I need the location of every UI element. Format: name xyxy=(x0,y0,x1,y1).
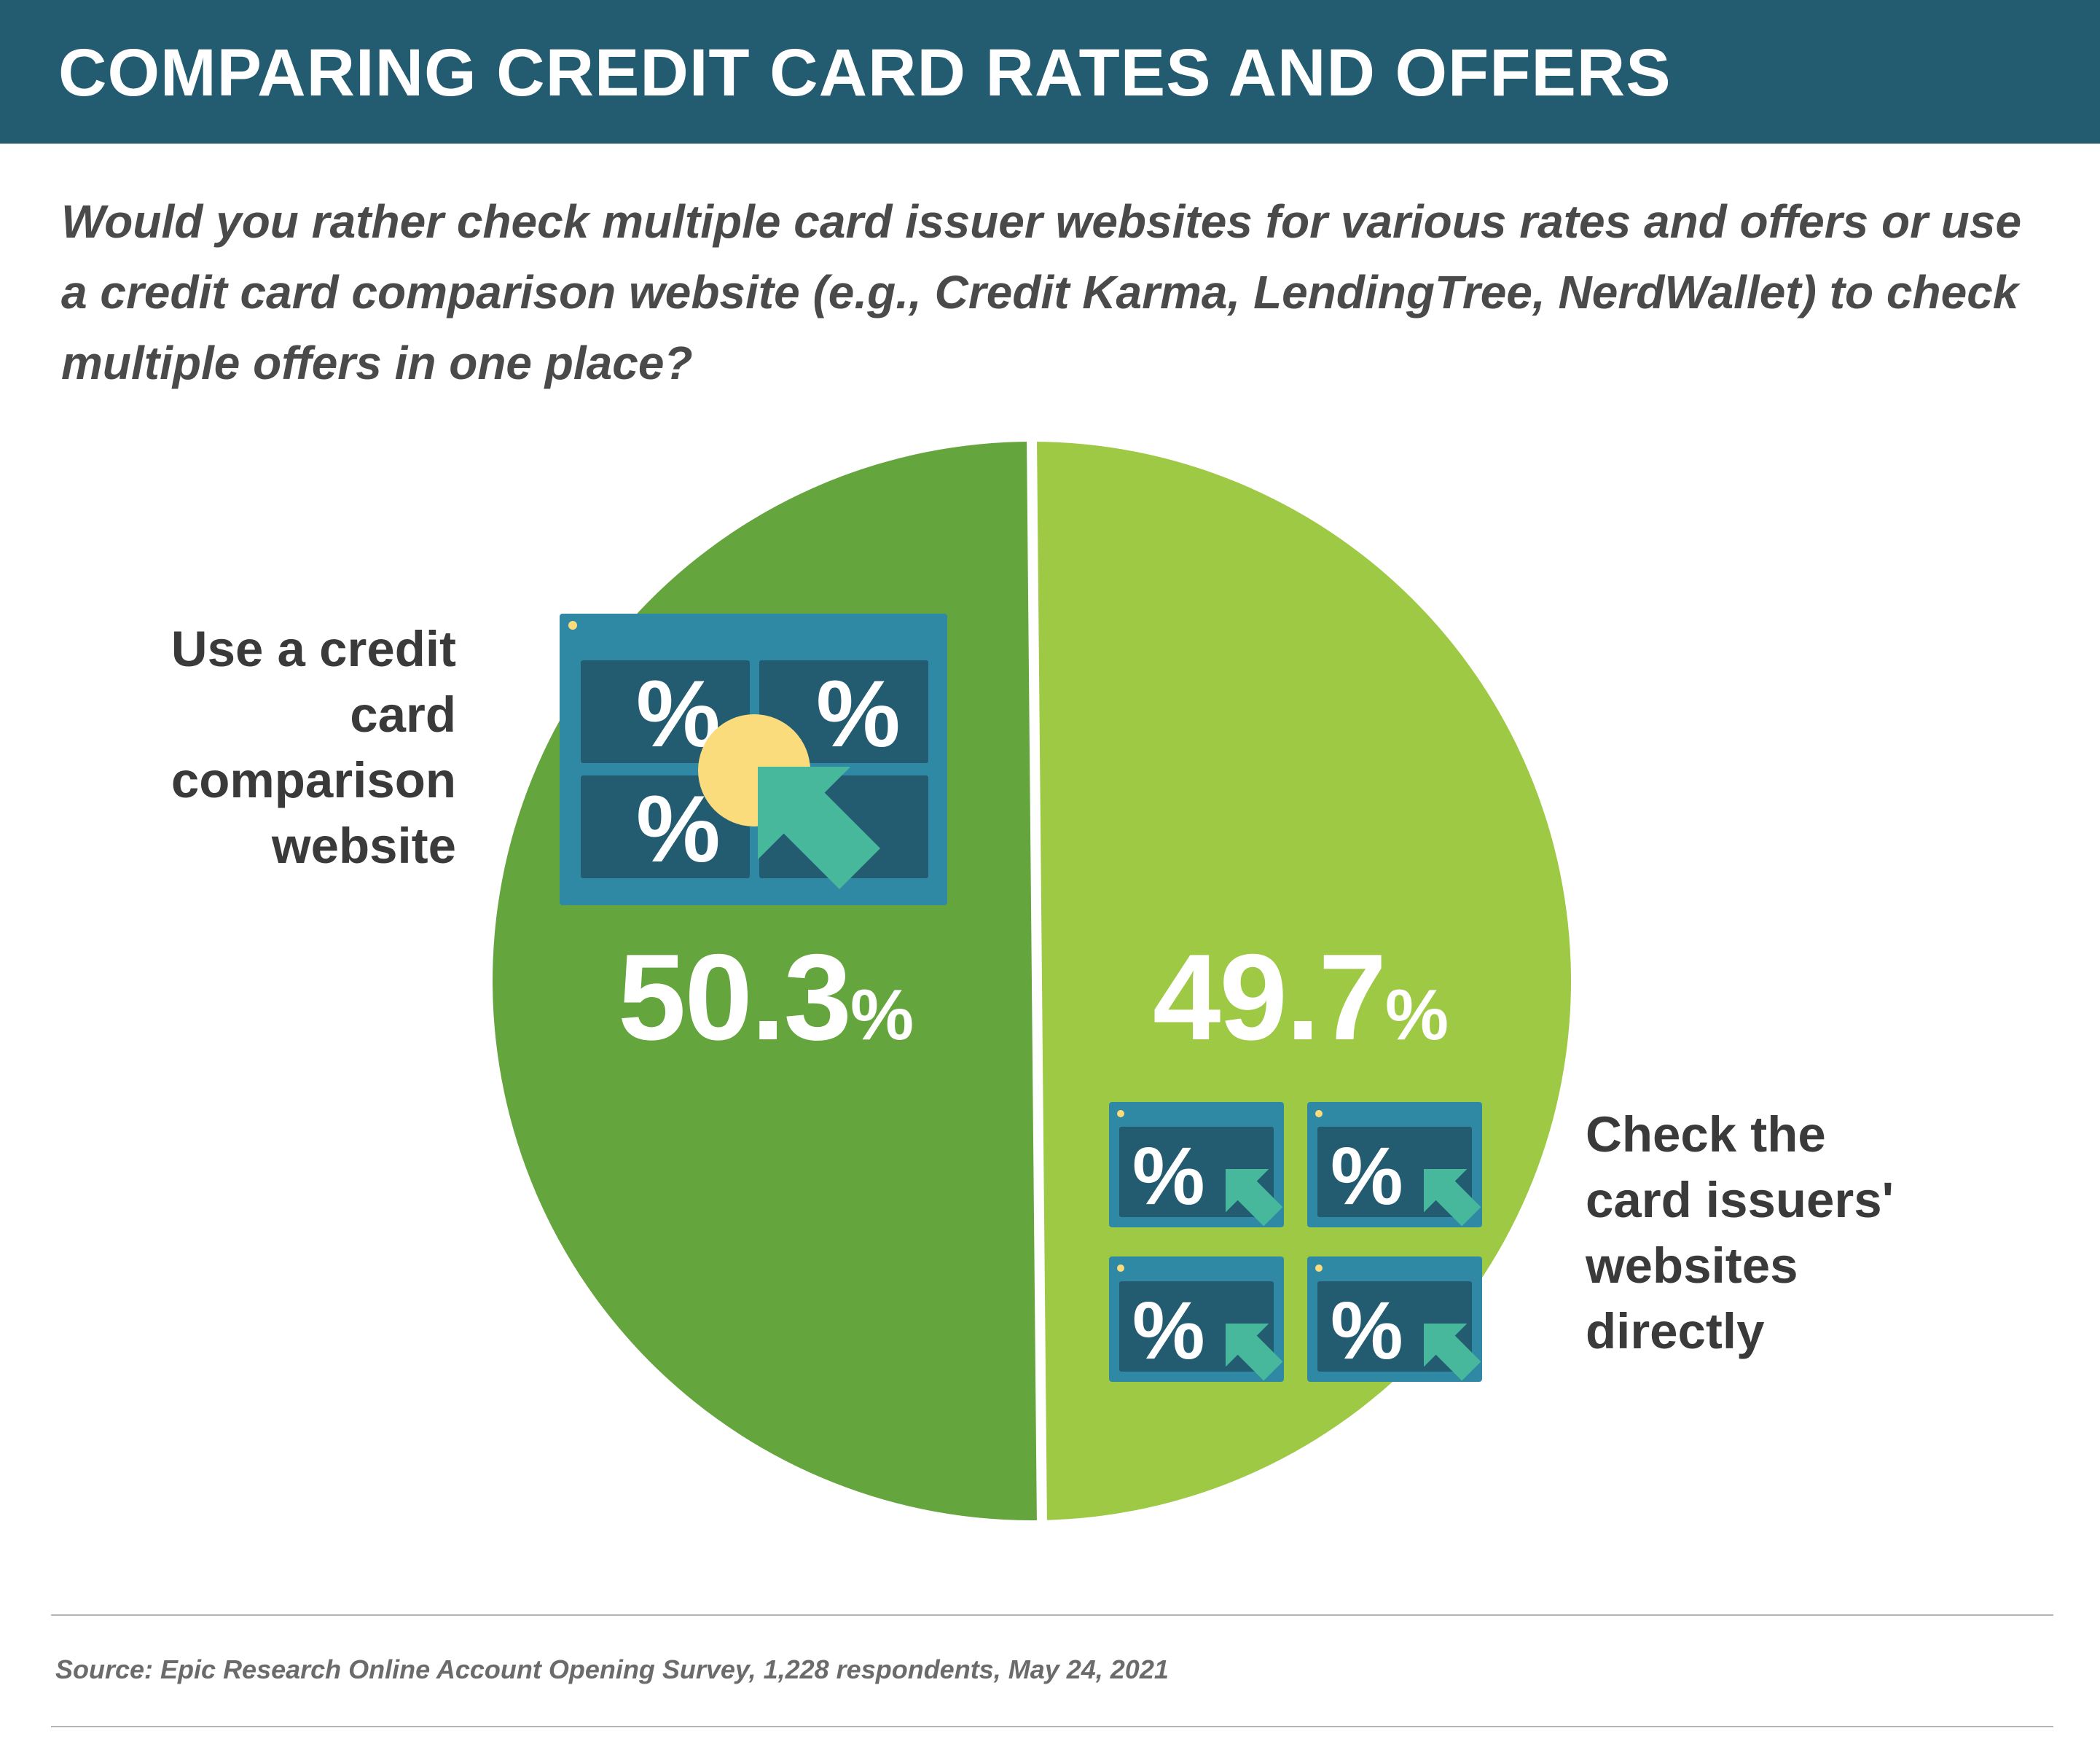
cursor-arrow-icon xyxy=(758,767,881,890)
slice-value-issuers: 49.7% xyxy=(1153,927,1449,1068)
issuer-window-icon: % xyxy=(1307,1102,1482,1227)
rate-panel xyxy=(581,660,750,763)
cursor-arrow-icon xyxy=(1424,1324,1481,1381)
slice-value-comparison: 50.3% xyxy=(618,927,914,1068)
issuer-websites-icon: %%%% xyxy=(1109,1102,1482,1382)
window-dot xyxy=(1315,1110,1323,1117)
slice-value-unit: % xyxy=(850,974,914,1055)
slice-label-line: Use a credit xyxy=(171,621,456,677)
rate-panel xyxy=(759,660,928,763)
percent-icon: % xyxy=(1331,1130,1403,1222)
percent-icon: % xyxy=(816,660,901,767)
slice-label-line: Check the xyxy=(1586,1106,1826,1162)
slice-label-issuers: Check the card issuers' websites directl… xyxy=(1586,1102,1894,1364)
slice-value-number: 49.7 xyxy=(1153,929,1387,1066)
window-dot xyxy=(1117,1265,1124,1272)
slice-label-line: websites xyxy=(1586,1238,1798,1294)
survey-question: Would you rather check multiple card iss… xyxy=(61,187,2029,399)
window-dot xyxy=(568,621,577,630)
header-bar: COMPARING CREDIT CARD RATES AND OFFERS xyxy=(0,0,2100,144)
slice-value-number: 50.3 xyxy=(618,929,852,1066)
survey-question-line: Would you rather check multiple card iss… xyxy=(61,195,2022,248)
survey-question-line: multiple offers in one place? xyxy=(61,337,693,389)
percent-icon: % xyxy=(1132,1285,1205,1376)
issuer-window-icon: % xyxy=(1109,1256,1284,1382)
slice-value-unit: % xyxy=(1384,974,1449,1055)
pie-slice-issuers xyxy=(1032,442,1572,1520)
percent-icon: % xyxy=(1331,1285,1403,1376)
slice-label-line: directly xyxy=(1586,1303,1765,1359)
page-title: COMPARING CREDIT CARD RATES AND OFFERS xyxy=(58,36,1672,110)
cursor-arrow-icon xyxy=(1424,1169,1481,1227)
footer-divider xyxy=(51,1726,2053,1727)
window-dot xyxy=(1117,1110,1124,1117)
footer-divider xyxy=(51,1614,2053,1616)
comparison-website-icon: % % % xyxy=(560,614,947,905)
cursor-arrow-icon xyxy=(1226,1169,1283,1227)
percent-icon: % xyxy=(1132,1130,1205,1222)
source-note: Source: Epic Research Online Account Ope… xyxy=(55,1654,1169,1684)
slice-label-line: comparison xyxy=(171,752,456,808)
survey-question-line: a credit card comparison website (e.g., … xyxy=(61,266,2019,318)
issuer-window-icon: % xyxy=(1109,1102,1284,1227)
cursor-arrow-icon xyxy=(1226,1324,1283,1381)
window-dot xyxy=(1315,1265,1323,1272)
slice-divider xyxy=(1027,438,1047,1523)
slice-label-comparison: Use a credit card comparison website xyxy=(171,617,456,879)
slice-label-line: card xyxy=(350,687,456,743)
slice-label-line: website xyxy=(271,818,456,874)
issuer-window-icon: % xyxy=(1307,1256,1482,1382)
slice-label-line: card issuers' xyxy=(1586,1172,1894,1228)
